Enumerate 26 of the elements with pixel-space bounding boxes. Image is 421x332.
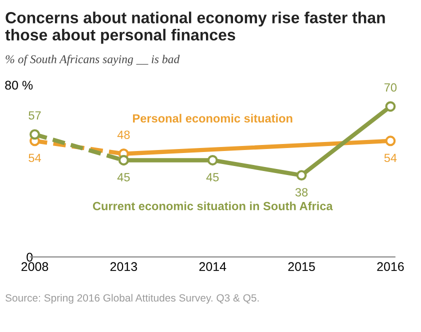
data-label: 54 [28, 154, 41, 162]
data-label: 54 [384, 154, 397, 162]
x-tick-label: 2015 [288, 262, 315, 272]
series-label: Personal economic situation [133, 114, 292, 123]
y-tick-label: 80 % [5, 80, 33, 90]
data-label: 45 [117, 173, 130, 182]
chart-subtitle: % of South Africans saying __ is bad [6, 54, 180, 66]
text: Current economic situation in South Africa [92, 202, 333, 210]
data-label: 48 [117, 130, 130, 139]
source-note: Source: Spring 2016 Global Attitudes Survey. Q3 & Q5. [6, 294, 259, 304]
point [118, 155, 129, 166]
x-tick-label: 2008 [21, 262, 48, 272]
point [385, 136, 396, 146]
x-tick-label: 2013 [110, 262, 138, 272]
point [296, 170, 307, 180]
data-label: 57 [28, 111, 41, 120]
data-label: 45 [206, 173, 219, 182]
point [30, 129, 40, 140]
data-label: 38 [295, 188, 308, 196]
point [385, 101, 396, 112]
point [207, 155, 218, 166]
y-tick-label: 0 [26, 252, 33, 262]
chart-title: Concerns about national economy rise faster than those about personal finances [5, 12, 385, 44]
data-label: 70 [384, 83, 397, 92]
x-tick-label: 2016 [377, 262, 404, 272]
x-tick-label: 2014 [199, 262, 226, 272]
